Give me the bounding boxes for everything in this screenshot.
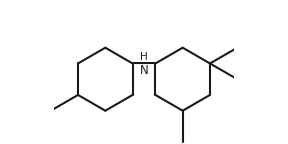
Text: H: H (140, 52, 148, 62)
Text: N: N (140, 64, 148, 77)
